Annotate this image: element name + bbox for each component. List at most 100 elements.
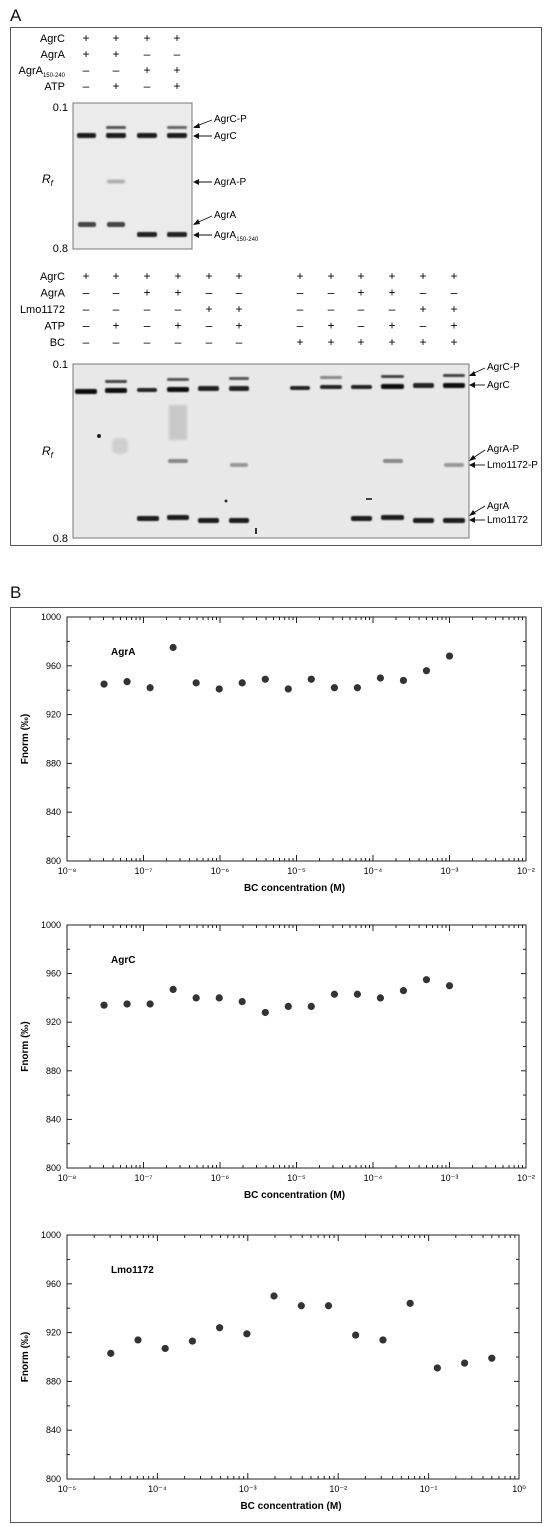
bottom-gel-bands (75, 374, 465, 534)
condition-sign: + (143, 286, 150, 300)
condition-sign: – (206, 319, 213, 333)
chart-3: 800 840 880 920 960 1000 10⁻⁵ 10⁻⁴ 10⁻³ 10⁻² 10⁻¹ 1… (20, 1230, 526, 1512)
x-tick-label: 10⁻¹ (420, 1484, 438, 1494)
data-point (192, 679, 200, 687)
top-rf-bottom-tick: 0.8 (53, 243, 68, 255)
band (381, 515, 404, 520)
y-tick-label: 920 (46, 1328, 61, 1338)
data-point (353, 990, 361, 998)
condition-label: ATP (44, 321, 65, 333)
band (290, 386, 310, 390)
data-point (307, 1002, 315, 1011)
band (224, 499, 228, 503)
condition-sign: + (235, 269, 242, 283)
plot-frame (66, 924, 527, 1169)
condition-sign: + (112, 79, 119, 93)
data-point (238, 997, 246, 1006)
condition-sign: – (83, 286, 90, 300)
condition-sign: – (420, 319, 427, 333)
band (443, 383, 465, 388)
condition-sign: + (357, 269, 364, 283)
x-tick-label: 10⁻⁶ (211, 1173, 230, 1183)
condition-sign: + (112, 47, 119, 61)
condition-sign: + (112, 319, 119, 333)
chart-title: AgrC (111, 955, 135, 966)
bottom-rf-bottom-tick: 0.8 (53, 533, 68, 545)
data-point (352, 1331, 360, 1339)
condition-sign: – (175, 335, 182, 349)
chart-1: 800 840 880 920 960 1000 10⁻⁸ 10⁻⁷ 10⁻⁶ 10⁻⁵ 10⁻⁴ 1… (20, 612, 535, 894)
chart-title: Lmo1172 (111, 1265, 154, 1276)
y-tick-label: 1000 (41, 1230, 61, 1240)
band-label-agrc-p: AgrC-P (214, 114, 247, 125)
band (443, 518, 465, 523)
x-tick-label: 10⁻⁵ (58, 1484, 77, 1494)
condition-sign: + (143, 63, 150, 77)
x-tick-label: 10⁻³ (441, 1173, 459, 1183)
band (137, 133, 157, 138)
condition-sign: + (205, 269, 212, 283)
data-point (284, 1002, 292, 1011)
y-tick-label: 800 (46, 1163, 61, 1173)
y-tick-label: 800 (46, 1474, 61, 1484)
x-tick-label: 10⁻⁷ (134, 1173, 152, 1183)
plot-frame (66, 616, 527, 862)
band-label-agra-p: AgrA-P (487, 444, 520, 455)
band-label-agra150: AgrA150-240 (214, 230, 259, 243)
band (167, 515, 189, 520)
band (229, 377, 249, 380)
band-label-lmo1172-p: Lmo1172-P (487, 460, 538, 471)
condition-label: AgrA (41, 49, 66, 61)
band (105, 388, 127, 393)
condition-sign: + (388, 269, 395, 283)
condition-sign: + (450, 269, 457, 283)
condition-sign: – (144, 79, 151, 93)
data-point (169, 643, 177, 652)
x-axis-label: BC concentration (M) (240, 1501, 341, 1512)
band-label-agrc: AgrC (487, 380, 510, 391)
data-point (270, 1292, 278, 1300)
data-point (188, 1337, 197, 1345)
band (230, 463, 248, 467)
y-tick-label: 960 (46, 1279, 61, 1289)
y-tick-label: 880 (46, 1376, 61, 1386)
bottom-gel-image (72, 363, 470, 539)
condition-sign: – (420, 286, 427, 300)
data-point (238, 679, 246, 687)
condition-sign: – (83, 302, 90, 316)
data-point (376, 994, 385, 1002)
data-point (216, 1324, 224, 1332)
band (167, 387, 189, 392)
y-tick-label: 840 (46, 1425, 61, 1435)
condition-sign: + (296, 335, 303, 349)
band (198, 518, 219, 523)
x-tick-label: 10⁻³ (441, 866, 459, 876)
condition-sign: + (173, 63, 180, 77)
x-tick-label: 10⁻⁵ (287, 866, 306, 876)
panel-a-letter: A (10, 6, 22, 25)
condition-sign: – (83, 63, 90, 77)
data-point (261, 675, 269, 683)
condition-sign: – (358, 319, 365, 333)
data-point (330, 990, 339, 998)
condition-sign: + (174, 286, 181, 300)
band (78, 222, 96, 227)
bottom-band-annotations: AgrC-P AgrC AgrA-P Lmo1172-P AgrA Lmo117… (469, 362, 538, 526)
condition-sign: + (327, 335, 334, 349)
x-tick-label: 10⁻⁴ (364, 1173, 383, 1183)
band (167, 133, 187, 138)
band-label-agra: AgrA (487, 501, 510, 512)
condition-sign: – (236, 286, 243, 300)
y-tick-label: 920 (46, 1017, 61, 1027)
data-point (123, 678, 131, 686)
condition-sign: – (144, 47, 151, 61)
panel-b-frame (10, 607, 542, 1523)
condition-sign: – (451, 286, 458, 300)
condition-sign: + (450, 319, 457, 333)
x-tick-label: 10⁰ (512, 1484, 526, 1494)
condition-label: AgrC (40, 33, 65, 45)
band (107, 222, 125, 227)
condition-sign: – (144, 302, 151, 316)
band-label-agra-p: AgrA-P (214, 177, 247, 188)
